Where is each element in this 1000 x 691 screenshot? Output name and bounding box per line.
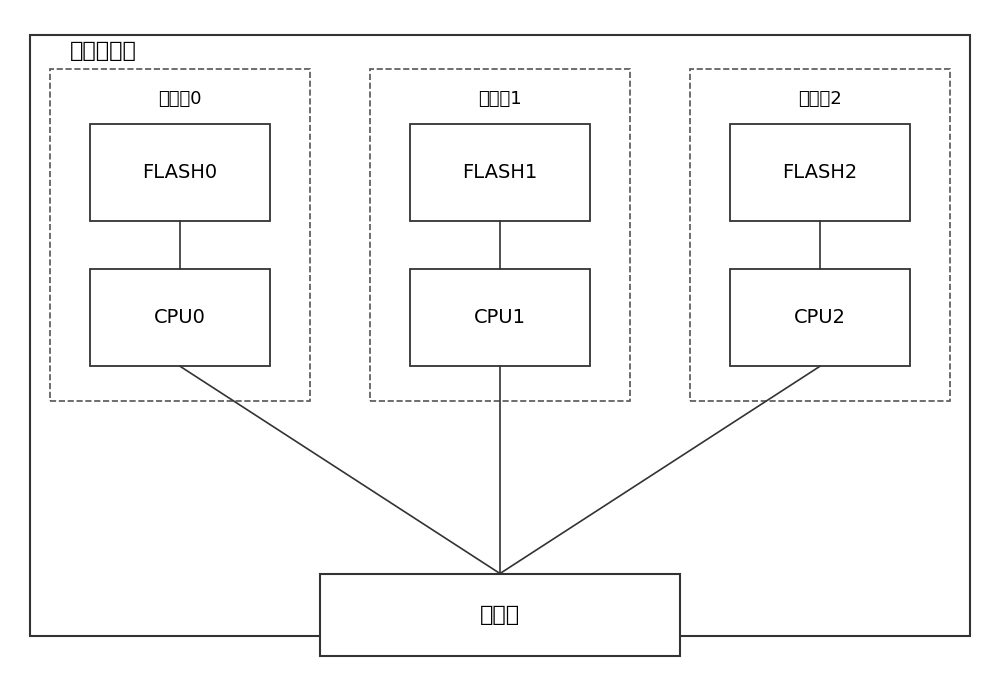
Text: 交换机: 交换机 (480, 605, 520, 625)
Text: FLASH2: FLASH2 (782, 163, 858, 182)
FancyBboxPatch shape (30, 35, 970, 636)
FancyBboxPatch shape (320, 574, 680, 656)
FancyBboxPatch shape (410, 124, 590, 221)
FancyBboxPatch shape (90, 124, 270, 221)
FancyBboxPatch shape (90, 269, 270, 366)
Text: CPU1: CPU1 (474, 308, 526, 328)
Text: FLASH0: FLASH0 (142, 163, 218, 182)
Text: 处理器2: 处理器2 (798, 90, 842, 108)
FancyBboxPatch shape (410, 269, 590, 366)
Text: 处理器1: 处理器1 (478, 90, 522, 108)
Text: 服务器单板: 服务器单板 (70, 41, 137, 61)
Text: CPU0: CPU0 (154, 308, 206, 328)
Text: 处理器0: 处理器0 (158, 90, 202, 108)
FancyBboxPatch shape (730, 269, 910, 366)
Text: CPU2: CPU2 (794, 308, 846, 328)
Text: FLASH1: FLASH1 (462, 163, 538, 182)
FancyBboxPatch shape (730, 124, 910, 221)
